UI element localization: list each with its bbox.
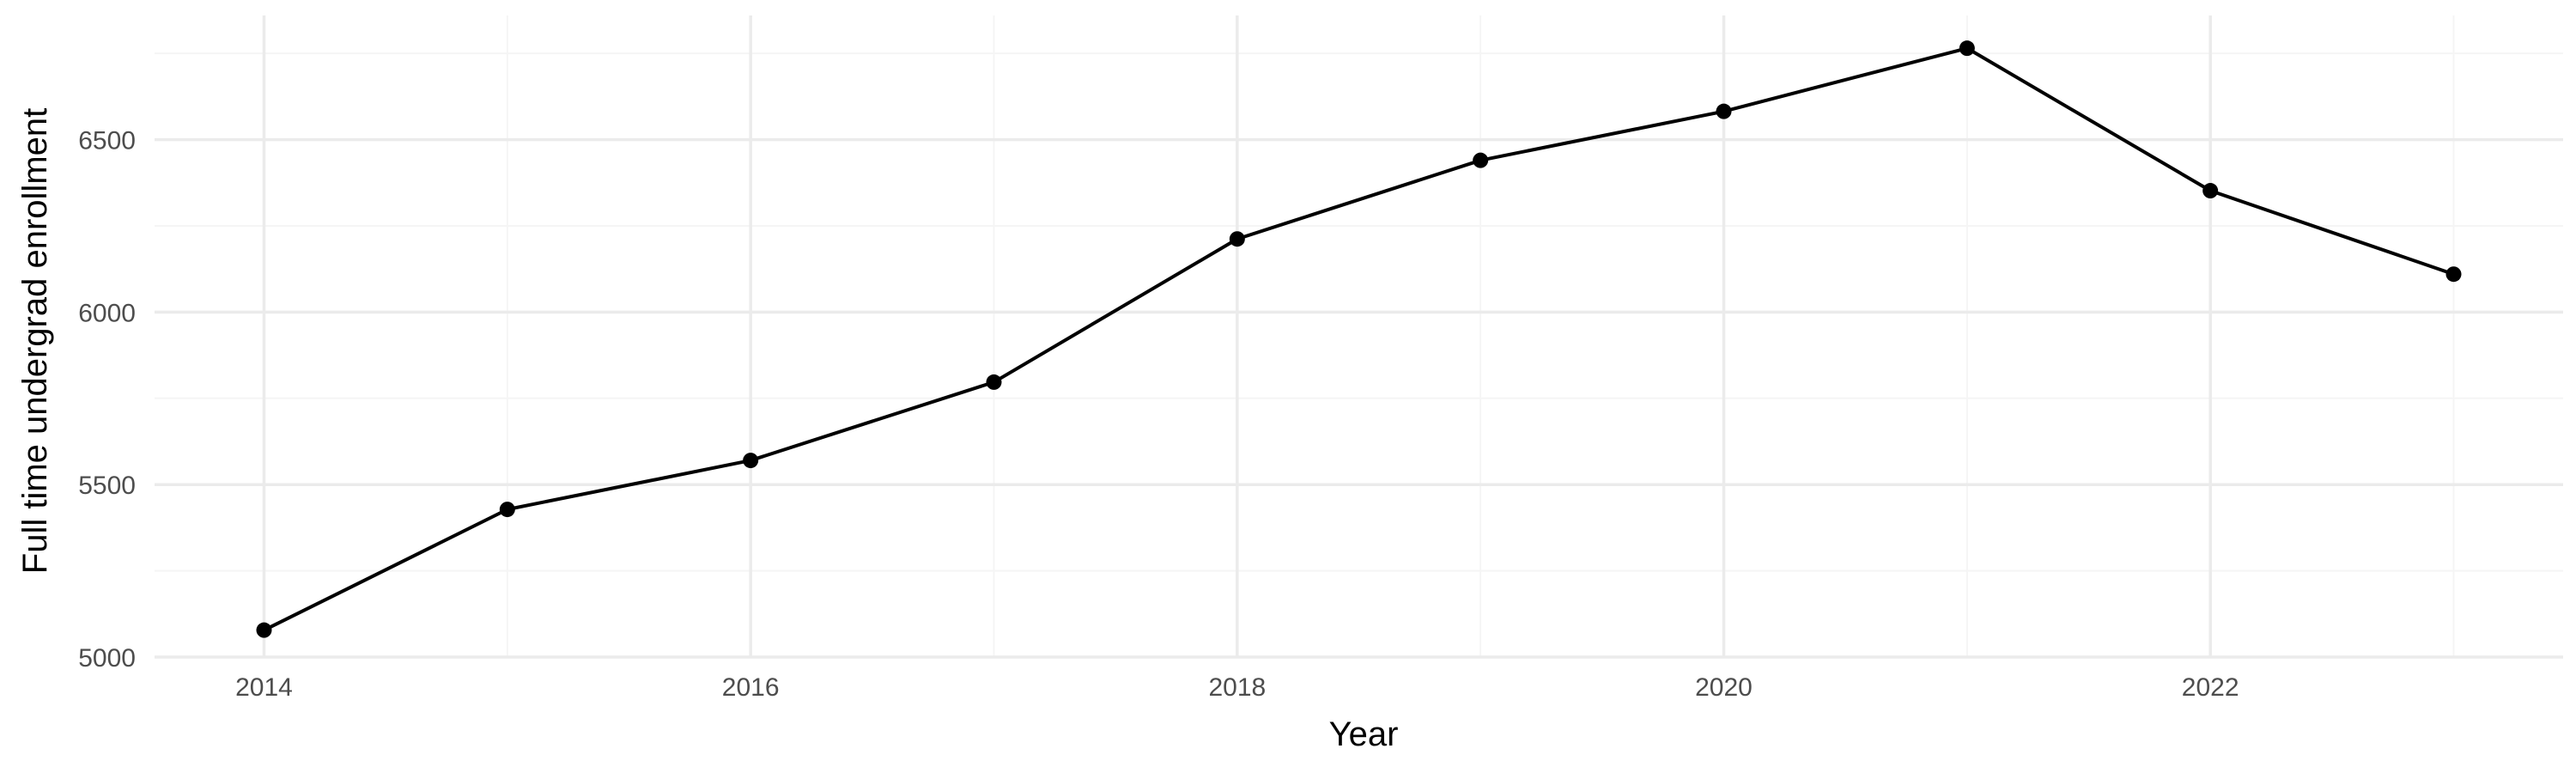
data-points-group	[256, 40, 2462, 638]
data-point	[256, 622, 272, 638]
data-point	[743, 453, 759, 469]
x-tick-label: 2020	[1695, 673, 1753, 702]
series-line	[263, 46, 2455, 632]
data-point	[986, 374, 1002, 390]
series-line-group	[263, 46, 2455, 632]
x-tick-label: 2018	[1208, 673, 1266, 702]
minor-gridlines	[155, 15, 2563, 657]
x-tick-label: 2022	[2182, 673, 2239, 702]
data-point	[2445, 266, 2462, 283]
x-axis-tick-labels: 2014 2016 2018 2020 2022	[235, 673, 2239, 702]
data-point	[2202, 183, 2219, 199]
data-point	[1473, 152, 1489, 168]
y-axis-tick-labels: 5000 5500 6000 6500	[78, 127, 136, 673]
data-point	[1716, 103, 1732, 119]
y-tick-label: 5500	[78, 472, 136, 500]
y-tick-label: 5000	[78, 644, 136, 673]
data-point	[1229, 231, 1245, 247]
major-gridlines	[155, 15, 2563, 659]
x-tick-label: 2014	[235, 673, 293, 702]
x-axis-title: Year	[1329, 715, 1399, 753]
data-point	[1959, 40, 1975, 57]
x-tick-label: 2016	[722, 673, 780, 702]
y-axis-title: Full time undergrad enrollment	[16, 108, 54, 574]
data-point	[499, 502, 515, 518]
y-tick-label: 6000	[78, 299, 136, 327]
y-tick-label: 6500	[78, 127, 136, 155]
